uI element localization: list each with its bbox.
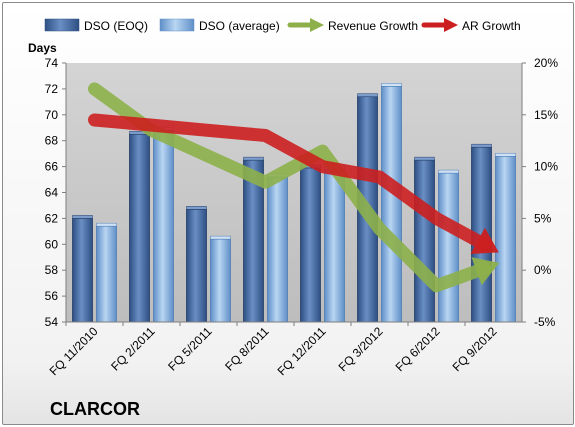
bar-top-dso-eoq-1 xyxy=(72,215,93,219)
bar-top-dso-eoq-8 xyxy=(471,143,492,148)
left-tick-label: 70 xyxy=(45,108,59,122)
line-series xyxy=(88,82,500,293)
bar-top-dso-average-7 xyxy=(438,169,459,174)
arrowhead-revenue-growth xyxy=(471,257,500,286)
bar-dso-eoq-7 xyxy=(414,159,435,323)
left-tick-label: 66 xyxy=(45,160,59,174)
bar-dso-average-3 xyxy=(210,238,231,323)
legend-arrow-ar-growth xyxy=(421,18,458,32)
legend-arrow-revenue-growth xyxy=(287,18,324,32)
left-tick-label: 74 xyxy=(45,56,59,70)
x-tick-label: FQ 6/2012 xyxy=(393,324,443,374)
left-tick-label: 68 xyxy=(45,134,59,148)
bar-top-dso-average-6 xyxy=(381,83,402,87)
bar-dso-average-4 xyxy=(267,176,288,323)
left-tick-label: 62 xyxy=(45,211,59,225)
line-revenue-growth xyxy=(88,82,491,293)
x-tick-label: FQ 2/2011 xyxy=(108,324,158,374)
right-tick-label: -5% xyxy=(534,315,556,329)
bar-top-dso-eoq-3 xyxy=(186,206,207,210)
right-tick-label: 10% xyxy=(534,160,558,174)
x-tick-label: FQ 8/2011 xyxy=(222,324,272,374)
legend-label-revenue-growth: Revenue Growth xyxy=(328,19,418,33)
left-tick-label: 54 xyxy=(45,315,59,329)
x-tick-label: FQ 3/2012 xyxy=(336,324,386,374)
legend: DSO (EOQ) DSO (average) Revenue Growth A… xyxy=(44,18,521,33)
left-tick-label: 58 xyxy=(45,263,59,277)
legend-label-ar-growth: AR Growth xyxy=(462,19,521,33)
arrowhead-ar-growth xyxy=(470,227,499,255)
right-tick-label: 0% xyxy=(534,263,552,277)
right-tick-label: 20% xyxy=(534,56,558,70)
bar-dso-average-1 xyxy=(96,225,117,323)
bar-top-dso-eoq-7 xyxy=(414,156,435,161)
legend-label-dso-eoq: DSO (EOQ) xyxy=(84,19,148,33)
bar-dso-eoq-3 xyxy=(186,208,207,323)
bar-top-dso-average-8 xyxy=(495,152,516,157)
left-tick-label: 64 xyxy=(45,186,59,200)
company-label: CLARCOR xyxy=(50,399,140,419)
bar-dso-average-5 xyxy=(324,168,345,323)
bar-dso-eoq-5 xyxy=(300,167,321,323)
bar-dso-average-6 xyxy=(381,85,402,323)
right-axis: -5% 0% 5% 10% 15% 20% xyxy=(522,56,558,329)
y-axis-title: Days xyxy=(28,41,57,55)
right-tick-label: 5% xyxy=(534,211,552,225)
bar-top-dso-eoq-6 xyxy=(357,93,378,97)
x-tick-label: FQ 9/2012 xyxy=(450,324,500,374)
left-tick-label: 60 xyxy=(45,237,59,251)
x-tick-label: FQ 5/2011 xyxy=(165,324,215,374)
bar-dso-eoq-2 xyxy=(129,133,150,323)
bar-dso-eoq-1 xyxy=(72,217,93,323)
left-tick-label: 72 xyxy=(45,82,59,96)
line-ar-growth xyxy=(88,113,492,252)
bar-dso-average-7 xyxy=(438,172,459,323)
right-tick-label: 15% xyxy=(534,108,558,122)
legend-swatch-dso-eoq xyxy=(44,18,80,32)
left-tick-label: 56 xyxy=(45,289,59,303)
legend-label-dso-average: DSO (average) xyxy=(199,19,280,33)
left-axis: 54 56 58 60 62 64 66 68 70 72 74 xyxy=(45,56,66,329)
x-tick-label: FQ 11/2010 xyxy=(47,324,101,378)
bar-dso-average-8 xyxy=(495,155,516,323)
bar-top-dso-average-3 xyxy=(210,235,231,240)
bar-top-dso-average-1 xyxy=(96,222,117,227)
bar-dso-average-2 xyxy=(153,129,174,323)
x-tick-label: FQ 12/2011 xyxy=(275,324,329,378)
category-axis: FQ 11/2010 FQ 2/2011 FQ 5/2011 FQ 8/2011 FQ … xyxy=(47,322,500,378)
legend-swatch-dso-average xyxy=(159,18,195,32)
bar-top-dso-eoq-4 xyxy=(243,156,264,161)
